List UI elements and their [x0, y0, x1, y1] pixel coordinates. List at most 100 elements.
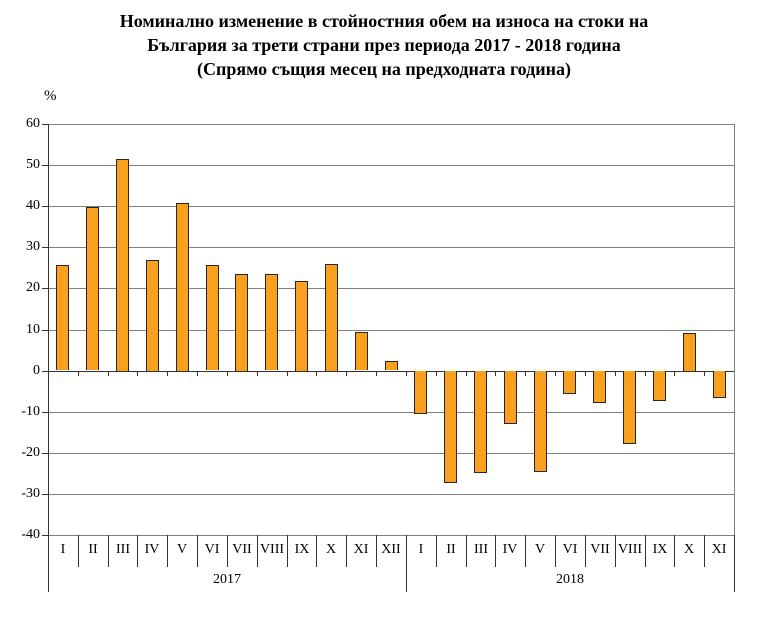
- y-tick-mark: [42, 247, 48, 248]
- y-tick-mark: [42, 453, 48, 454]
- x-month-label-2017-II: II: [88, 542, 98, 557]
- chart-title-line3: (Спрямо същия месец на предходната годин…: [197, 59, 571, 79]
- bar-2017-I: [56, 265, 69, 370]
- y-tick-mark: [42, 124, 48, 125]
- bar-2017-X: [325, 264, 338, 371]
- bar-2018-XI: [713, 371, 726, 398]
- bar-2018-X: [683, 333, 696, 371]
- gridline: [48, 206, 734, 207]
- year-section-boundary: [48, 535, 49, 592]
- zero-axis-month-tick: [108, 371, 109, 376]
- x-month-label-2018-X: X: [683, 542, 695, 557]
- month-divider: [674, 535, 675, 567]
- y-tick-mark: [42, 288, 48, 289]
- month-divider: [167, 535, 168, 567]
- zero-axis-month-tick: [167, 371, 168, 376]
- bar-2018-VII: [593, 371, 606, 403]
- zero-axis-month-tick: [316, 371, 317, 376]
- gridline: [48, 330, 734, 331]
- month-divider: [197, 535, 198, 567]
- zero-axis-month-tick: [525, 371, 526, 376]
- bar-2018-VIII: [623, 371, 636, 444]
- x-month-label-2017-V: V: [176, 542, 188, 557]
- month-divider: [376, 535, 377, 567]
- chart-title: Номинално изменение в стойностния обем н…: [0, 9, 768, 81]
- year-label-2018: 2018: [556, 572, 584, 587]
- month-divider: [78, 535, 79, 567]
- month-divider: [466, 535, 467, 567]
- x-month-label-2017-IV: IV: [144, 542, 160, 557]
- x-month-label-2018-II: II: [446, 542, 456, 557]
- month-divider: [137, 535, 138, 567]
- y-tick-label: -20: [21, 445, 40, 460]
- zero-axis-month-tick: [585, 371, 586, 376]
- x-month-label-2018-III: III: [474, 542, 488, 557]
- month-divider: [585, 535, 586, 567]
- zero-axis-month-tick: [436, 371, 437, 376]
- y-tick-label: 10: [26, 322, 40, 337]
- x-month-label-2017-XI: XI: [353, 542, 369, 557]
- y-tick-label: -10: [21, 404, 40, 419]
- y-tick-label: -40: [21, 527, 40, 542]
- month-divider: [704, 535, 705, 567]
- x-month-label-2017-IX: IX: [294, 542, 310, 557]
- gridline: [48, 535, 734, 536]
- month-divider: [108, 535, 109, 567]
- bar-2018-IV: [504, 371, 517, 424]
- bar-2018-II: [444, 371, 457, 483]
- gridline: [48, 494, 734, 495]
- y-tick-label: -30: [21, 486, 40, 501]
- y-tick-mark: [42, 494, 48, 495]
- x-month-label-2018-I: I: [418, 542, 424, 557]
- month-divider: [615, 535, 616, 567]
- y-tick-mark: [42, 330, 48, 331]
- bar-2018-III: [474, 371, 487, 473]
- plot-right-border: [734, 124, 735, 535]
- bar-2018-IX: [653, 371, 666, 401]
- month-divider: [555, 535, 556, 567]
- month-divider: [525, 535, 526, 567]
- zero-axis-month-tick: [704, 371, 705, 376]
- y-tick-mark: [42, 165, 48, 166]
- y-tick-label: 0: [33, 363, 40, 378]
- y-axis-unit-label: %: [44, 88, 57, 104]
- bar-2017-V: [176, 203, 189, 371]
- bar-2017-III: [116, 159, 129, 371]
- y-tick-mark: [42, 412, 48, 413]
- x-month-label-2017-VII: VII: [232, 542, 252, 557]
- gridline: [48, 165, 734, 166]
- bar-2017-IX: [295, 281, 308, 371]
- x-month-label-2018-IX: IX: [652, 542, 668, 557]
- zero-axis-month-tick: [615, 371, 616, 376]
- bar-2017-II: [86, 207, 99, 370]
- gridline: [48, 412, 734, 413]
- zero-axis-month-tick: [197, 371, 198, 376]
- month-divider: [346, 535, 347, 567]
- bar-2017-XI: [355, 332, 368, 370]
- zero-axis-month-tick: [287, 371, 288, 376]
- zero-axis-month-tick: [555, 371, 556, 376]
- month-divider: [316, 535, 317, 567]
- x-month-label-2018-VI: VI: [562, 542, 578, 557]
- bar-2017-IV: [146, 260, 159, 371]
- y-tick-mark: [42, 206, 48, 207]
- bar-2017-VIII: [265, 274, 278, 370]
- bar-2017-VII: [235, 274, 248, 371]
- zero-axis-month-tick: [495, 371, 496, 376]
- month-divider: [287, 535, 288, 567]
- x-month-label-2018-V: V: [534, 542, 546, 557]
- zero-axis-month-tick: [645, 371, 646, 376]
- x-month-label-2018-VIII: VIII: [617, 542, 643, 557]
- x-month-label-2018-VII: VII: [590, 542, 610, 557]
- y-tick-mark: [42, 371, 48, 372]
- gridline: [48, 453, 734, 454]
- zero-axis-month-tick: [674, 371, 675, 376]
- y-axis-line: [48, 124, 49, 535]
- zero-axis-month-tick: [406, 371, 407, 376]
- month-divider: [257, 535, 258, 567]
- zero-axis-month-tick: [78, 371, 79, 376]
- x-month-label-2017-VIII: VIII: [259, 542, 285, 557]
- month-divider: [436, 535, 437, 567]
- y-tick-label: 20: [26, 280, 40, 295]
